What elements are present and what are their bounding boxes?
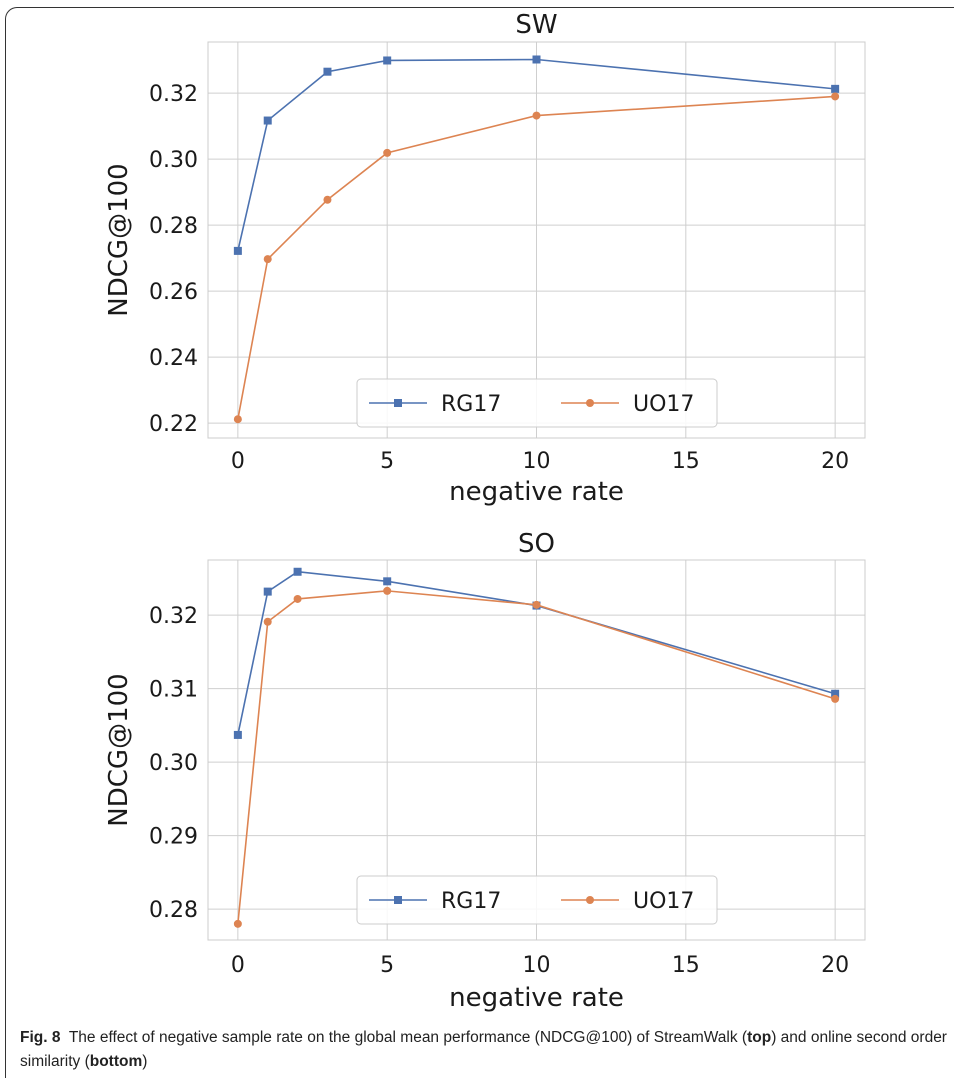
legend-box	[356, 875, 718, 925]
x-axis-label: negative rate	[449, 983, 624, 1013]
x-tick-label: 10	[523, 449, 551, 474]
legend-label: RG17	[441, 392, 501, 417]
data-point	[263, 116, 272, 125]
y-tick-label: 0.24	[149, 346, 198, 371]
y-tick-label: 0.32	[149, 82, 198, 107]
caption-text-1: The effect of negative sample rate on th…	[68, 1029, 748, 1046]
caption-bold-bottom: bottom	[89, 1053, 143, 1070]
y-tick-label: 0.31	[149, 678, 198, 703]
legend: RG17 UO17	[356, 875, 718, 925]
legend-marker	[394, 399, 402, 407]
legend-marker	[586, 399, 594, 407]
x-tick-label: 15	[672, 953, 700, 978]
legend-marker	[394, 896, 402, 904]
y-tick-label: 0.32	[149, 604, 198, 629]
caption-bold-top: top	[747, 1029, 772, 1046]
y-tick-label: 0.28	[149, 898, 198, 923]
data-point	[532, 55, 541, 64]
legend: RG17 UO17	[356, 378, 718, 428]
data-point	[293, 567, 302, 576]
data-point	[293, 594, 302, 603]
chart-so: 0 5 10 15 20 0.28 0.29 0.30 0.31 0.32 SO negative r…	[104, 529, 866, 1013]
legend-box	[356, 378, 718, 428]
legend-label: RG17	[441, 889, 501, 914]
legend-label: UO17	[633, 392, 694, 417]
chart-title: SW	[515, 10, 557, 40]
chart-sw: 0 5 10 15 20 0.22 0.24 0.26 0.28 0.30 0.32 SW negati…	[104, 10, 866, 507]
caption-text-2: ) and online second order similarity (	[20, 1029, 947, 1070]
data-point	[831, 689, 840, 698]
y-tick-label: 0.30	[149, 751, 198, 776]
figure-caption: Fig. 8 The effect of negative sample rat…	[20, 1026, 950, 1074]
y-tick-label: 0.26	[149, 280, 198, 305]
series-line	[237, 590, 836, 924]
x-tick-label: 20	[821, 449, 849, 474]
x-tick-label: 15	[672, 449, 700, 474]
data-point	[263, 255, 272, 264]
series-uo17	[233, 92, 840, 424]
data-point	[233, 415, 242, 424]
data-point	[383, 148, 392, 157]
y-tick-label: 0.29	[149, 825, 198, 850]
y-axis-label: NDCG@100	[104, 163, 134, 316]
legend-label: UO17	[633, 889, 694, 914]
data-point	[532, 600, 541, 609]
figure-canvas: 0 5 10 15 20 0.22 0.24 0.26 0.28 0.30 0.32 SW negati…	[104, 10, 866, 1013]
series-rg17	[233, 55, 840, 255]
y-axis-label: NDCG@100	[104, 673, 134, 826]
data-point	[532, 111, 541, 120]
x-axis-label: negative rate	[449, 477, 624, 507]
series-uo17	[233, 586, 840, 928]
y-tick-label: 0.28	[149, 214, 198, 239]
legend-marker	[586, 896, 594, 904]
x-tick-label: 5	[380, 449, 394, 474]
data-point	[263, 617, 272, 626]
x-tick-label: 5	[380, 953, 394, 978]
data-point	[831, 84, 840, 93]
data-point	[233, 246, 242, 255]
series-line	[237, 58, 836, 252]
y-tick-label: 0.30	[149, 148, 198, 173]
x-tick-label: 0	[231, 953, 245, 978]
caption-text-3: )	[142, 1053, 148, 1070]
y-tick-label: 0.22	[149, 412, 198, 437]
data-point	[383, 586, 392, 595]
x-tick-label: 10	[523, 953, 551, 978]
caption-label: Fig. 8	[20, 1029, 61, 1046]
series-line	[237, 95, 836, 420]
x-tick-label: 0	[231, 449, 245, 474]
plot-area-border	[207, 559, 866, 941]
chart-title: SO	[518, 529, 555, 559]
data-point	[233, 919, 242, 928]
figure-frame	[5, 7, 954, 1078]
data-point	[263, 587, 272, 596]
x-tick-label: 20	[821, 953, 849, 978]
data-point	[383, 577, 392, 586]
data-point	[831, 694, 840, 703]
data-point	[831, 92, 840, 101]
data-point	[323, 67, 332, 76]
data-point	[233, 730, 242, 739]
data-point	[383, 56, 392, 65]
plot-area-border	[207, 41, 866, 439]
data-point	[323, 195, 332, 204]
